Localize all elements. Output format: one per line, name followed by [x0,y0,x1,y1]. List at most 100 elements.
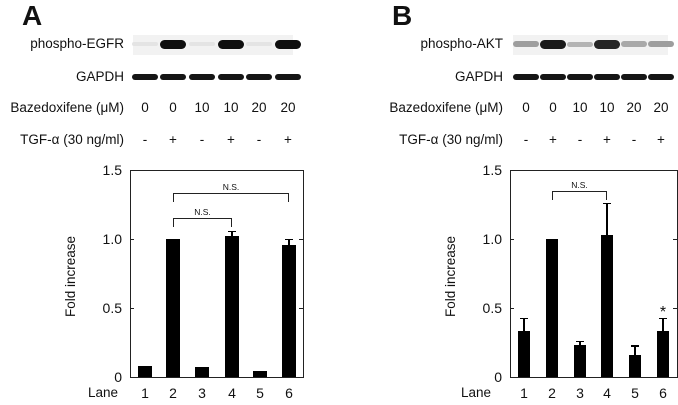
y-tick-right [299,239,303,241]
significance-bracket [552,191,607,200]
y-tick-right [299,377,303,379]
blot-loading-band [275,74,301,80]
error-bar [231,230,233,237]
blot-loading-band [567,74,593,80]
x-tick-label: 1 [141,385,149,401]
y-tick-label: 0 [494,369,502,385]
bar-lane-1 [518,331,530,377]
blot-target-band [132,41,158,47]
stim-value: - [523,132,529,147]
drug-row-label: Bazedoxifene (μM) [389,100,503,115]
stim-value: + [169,132,177,147]
drug-value: 0 [522,100,530,115]
x-axis-label: Lane [461,385,492,400]
error-bar [579,341,581,346]
significance-bracket [173,218,232,227]
stim-value: - [256,132,262,147]
bar-lane-4 [225,236,239,377]
y-tick [510,170,514,172]
bar-lane-3 [574,345,586,377]
bar-lane-4 [601,234,613,377]
panel-letter: A [22,0,43,31]
y-tick-label: 0.5 [482,300,502,316]
stim-value: - [142,132,148,147]
stim-value: - [577,132,583,147]
y-tick-right [673,170,677,172]
error-cap [576,341,584,343]
bar-lane-2 [166,239,180,377]
x-axis-label: Lane [88,385,119,400]
x-tick-label: 3 [198,385,206,401]
y-tick-right [299,170,303,172]
bar-lane-3 [195,367,209,377]
blot-target-band [621,41,647,47]
y-tick-right [299,308,303,310]
blot-loading-band [132,74,158,80]
x-tick-label: 4 [603,385,611,401]
bar-lane-6 [282,244,296,377]
stim-row-label: TGF-α (30 ng/ml) [20,132,124,147]
error-cap [285,239,293,241]
y-tick [510,308,514,310]
drug-value: 20 [653,100,669,115]
blot-target-band [513,41,539,48]
error-cap [659,317,667,319]
y-tick [130,170,134,172]
y-tick-label: 1.5 [102,162,122,178]
drug-value: 0 [169,100,177,115]
blot-loading-band [621,74,647,80]
significance-label: N.S. [222,182,240,192]
y-tick [130,308,134,310]
y-axis-label: Fold increase [63,235,78,317]
bar-lane-2 [546,239,558,377]
y-tick-right [673,308,677,310]
stim-row-label: TGF-α (30 ng/ml) [399,132,503,147]
y-tick-label: 1.5 [482,162,502,178]
bar-lane-1 [138,365,152,377]
blot-loading-band [648,74,674,80]
stim-value: + [549,132,557,147]
blot-loading-band [218,74,244,80]
blot-target-band [189,41,215,47]
y-tick [130,377,134,379]
blot-target-band [218,40,244,49]
x-tick-label: 5 [256,385,264,401]
drug-value: 20 [626,100,642,115]
y-tick-label: 1.0 [102,231,122,247]
bar-lane-6 [657,331,669,377]
blot-target-band [594,40,620,49]
error-cap [603,203,611,205]
blot-target-band [567,41,593,47]
significance-label: N.S. [571,180,588,190]
drug-value: 0 [141,100,149,115]
error-bar [288,239,290,245]
stim-value: + [603,132,611,147]
blot-loading-band [189,74,215,80]
blot-loading-band [246,74,272,80]
blot-target-label: phospho-AKT [420,36,503,51]
blot-target-label: phospho-EGFR [30,36,124,51]
stim-value: - [199,132,205,147]
blot-loading-label: GAPDH [454,69,503,84]
drug-value: 10 [223,100,239,115]
y-tick-label: 0.5 [102,300,122,316]
drug-value: 10 [572,100,588,115]
y-tick-label: 1.0 [482,231,502,247]
blot-loading-band [513,74,539,80]
y-tick [510,239,514,241]
error-bar [634,345,636,355]
stim-value: - [631,132,637,147]
x-tick-label: 6 [659,385,667,401]
x-tick-label: 6 [285,385,293,401]
x-tick-label: 2 [548,385,556,401]
error-bar [523,317,525,332]
y-tick-label: 0 [114,369,122,385]
panel-letter: B [392,0,413,31]
x-tick-label: 5 [631,385,639,401]
bar-lane-5 [629,354,641,377]
stim-value: + [227,132,235,147]
blot-loading-band [540,74,566,80]
chart-frame [130,170,304,378]
significance-bracket [173,193,289,202]
blot-loading-label: GAPDH [75,69,124,84]
